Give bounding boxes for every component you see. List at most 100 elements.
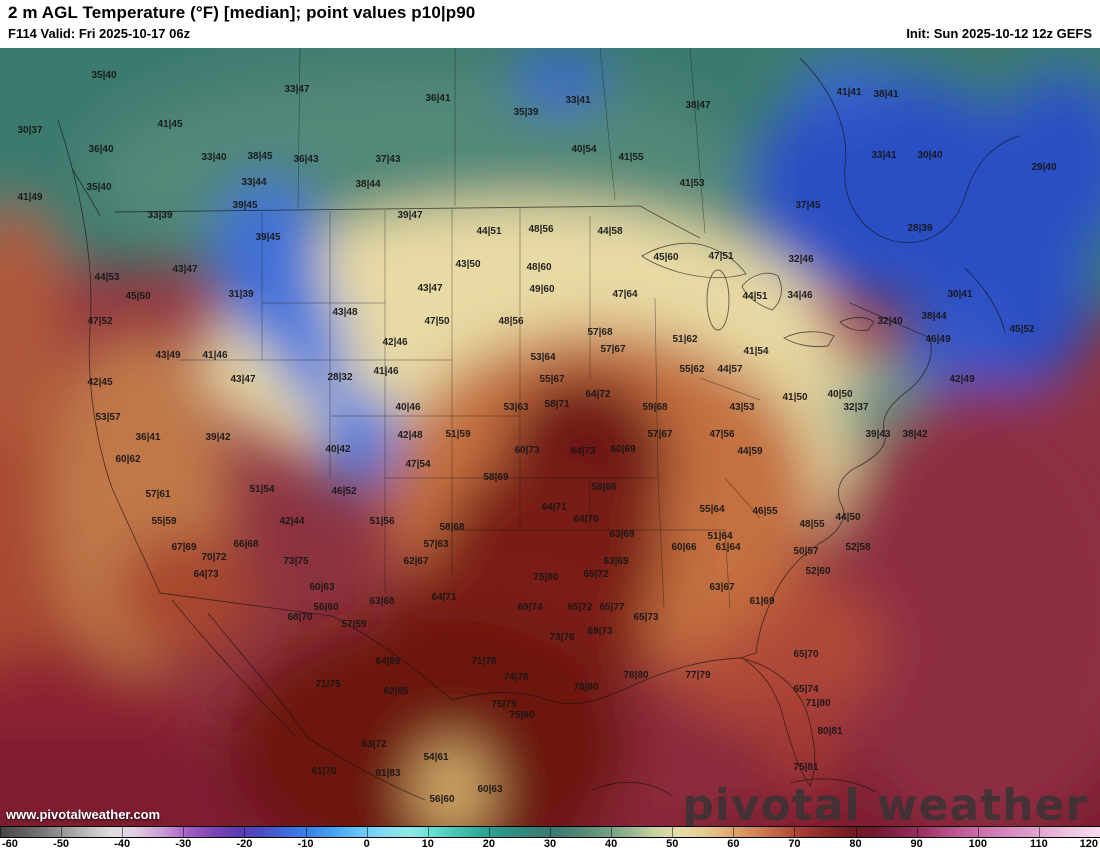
point-value-label: 28|39 bbox=[907, 223, 933, 234]
point-value-label: 64|73 bbox=[570, 446, 596, 457]
colorbar-tick-label: -40 bbox=[114, 838, 131, 850]
point-value-label: 42|44 bbox=[279, 516, 305, 527]
point-value-label: 64|72 bbox=[585, 389, 611, 400]
point-value-label: 43|47 bbox=[230, 374, 256, 385]
point-value-label: 51|54 bbox=[249, 484, 275, 495]
colorbar-tick-label: -60 bbox=[2, 838, 18, 850]
temperature-field bbox=[0, 48, 1100, 826]
point-value-label: 30|37 bbox=[17, 125, 43, 136]
point-value-label: 73|75 bbox=[283, 556, 309, 567]
point-value-label: 58|71 bbox=[544, 399, 570, 410]
point-value-label: 33|41 bbox=[565, 95, 591, 106]
point-value-label: 42|45 bbox=[87, 377, 113, 388]
point-value-label: 28|32 bbox=[327, 372, 353, 383]
point-value-label: 64|69 bbox=[375, 656, 401, 667]
point-value-label: 38|47 bbox=[685, 100, 711, 111]
point-value-label: 51|62 bbox=[672, 334, 698, 345]
point-value-label: 56|60 bbox=[429, 794, 455, 805]
point-value-label: 47|64 bbox=[612, 289, 638, 300]
point-value-label: 60|63 bbox=[477, 784, 503, 795]
point-value-label: 48|56 bbox=[498, 316, 524, 327]
point-value-label: 62|65 bbox=[383, 686, 409, 697]
point-value-label: 55|64 bbox=[699, 504, 725, 515]
point-value-label: 52|58 bbox=[845, 542, 871, 553]
point-value-label: 66|68 bbox=[233, 539, 259, 550]
point-value-label: 60|73 bbox=[514, 445, 540, 456]
watermark: www.pivotalweather.com bbox=[6, 807, 161, 822]
point-value-label: 47|52 bbox=[87, 316, 113, 327]
colorbar: -60 -50 -40 -30 -20 -10 0 10 20 30 40 50 60 70 80 90 100… bbox=[0, 826, 1100, 850]
point-value-label: 75|79 bbox=[491, 699, 517, 710]
point-value-label: 69|73 bbox=[587, 626, 613, 637]
point-value-label: 75|80 bbox=[509, 710, 535, 721]
point-value-label: 43|48 bbox=[332, 307, 358, 318]
point-value-label: 35|39 bbox=[513, 107, 539, 118]
point-value-label: 36|40 bbox=[88, 144, 114, 155]
point-value-label: 63|69 bbox=[603, 556, 629, 567]
colorbar-tick-label: 110 bbox=[1030, 838, 1048, 850]
point-value-label: 35|40 bbox=[86, 182, 112, 193]
point-value-label: 63|69 bbox=[609, 529, 635, 540]
point-value-label: 39|42 bbox=[205, 432, 231, 443]
point-value-label: 39|43 bbox=[865, 429, 891, 440]
colorbar-tick-label: -10 bbox=[297, 838, 314, 850]
colorbar-tick-label: 100 bbox=[968, 838, 987, 850]
point-value-label: 71|76 bbox=[471, 656, 497, 667]
point-value-label: 30|41 bbox=[947, 289, 973, 300]
point-value-label: 40|50 bbox=[827, 389, 853, 400]
point-value-label: 58|69 bbox=[483, 472, 509, 483]
point-value-label: 45|52 bbox=[1009, 324, 1035, 335]
point-value-label: 49|60 bbox=[529, 284, 555, 295]
point-value-label: 51|59 bbox=[445, 429, 471, 440]
colorbar-tick-label: 70 bbox=[788, 838, 801, 850]
point-value-label: 43|49 bbox=[155, 350, 181, 361]
point-value-label: 47|54 bbox=[405, 459, 431, 470]
colorbar-tick-label: -50 bbox=[53, 838, 70, 850]
point-value-label: 33|40 bbox=[201, 152, 227, 163]
point-value-label: 32|40 bbox=[877, 316, 903, 327]
point-value-label: 37|43 bbox=[375, 154, 401, 165]
colorbar-tick-label: 50 bbox=[666, 838, 679, 850]
point-value-label: 60|62 bbox=[115, 454, 141, 465]
colorbar-tick-label: 0 bbox=[363, 838, 370, 850]
point-value-label: 80|81 bbox=[817, 726, 843, 737]
point-value-label: 55|67 bbox=[539, 374, 565, 385]
point-value-label: 39|45 bbox=[255, 232, 281, 243]
point-value-label: 44|58 bbox=[597, 226, 623, 237]
point-value-label: 44|59 bbox=[737, 446, 763, 457]
colorbar-tick-label: 20 bbox=[482, 838, 495, 850]
point-value-label: 54|61 bbox=[423, 752, 449, 763]
point-value-label: 40|46 bbox=[395, 402, 421, 413]
point-value-label: 33|47 bbox=[284, 84, 310, 95]
point-value-label: 65|72 bbox=[567, 602, 593, 613]
point-value-label: 65|70 bbox=[793, 649, 819, 660]
pivotalweather-logo: pivotal weather bbox=[682, 780, 1088, 831]
point-value-label: 38|44 bbox=[355, 179, 381, 190]
colorbar-tick-label: 30 bbox=[543, 838, 557, 850]
point-value-label: 39|47 bbox=[397, 210, 423, 221]
colorbar-tick-label: -20 bbox=[236, 838, 253, 850]
point-value-label: 65|74 bbox=[793, 684, 819, 695]
colorbar-tick-label: 120 bbox=[1079, 838, 1098, 850]
point-value-label: 63|68 bbox=[369, 596, 395, 607]
point-value-label: 33|44 bbox=[241, 177, 267, 188]
init-time: Init: Sun 2025-10-12 12z GEFS bbox=[906, 26, 1092, 41]
point-value-label: 50|57 bbox=[793, 546, 819, 557]
point-value-label: 65|73 bbox=[633, 612, 659, 623]
point-value-label: 64|71 bbox=[541, 502, 567, 513]
point-value-label: 37|45 bbox=[795, 200, 821, 211]
point-value-label: 61|64 bbox=[715, 542, 741, 553]
point-value-label: 36|41 bbox=[425, 93, 451, 104]
colorbar-tick-label: 60 bbox=[727, 838, 740, 850]
point-value-label: 63|72 bbox=[361, 739, 387, 750]
point-value-label: 70|72 bbox=[201, 552, 227, 563]
point-value-label: 41|46 bbox=[373, 366, 399, 377]
point-value-label: 38|44 bbox=[921, 311, 947, 322]
point-value-label: 60|63 bbox=[309, 582, 335, 593]
point-value-label: 61|69 bbox=[749, 596, 775, 607]
point-value-label: 78|80 bbox=[573, 682, 599, 693]
temperature-shading bbox=[0, 48, 1100, 826]
point-value-label: 47|51 bbox=[708, 251, 734, 262]
point-value-label: 75|81 bbox=[793, 762, 819, 773]
point-value-label: 53|63 bbox=[503, 402, 529, 413]
